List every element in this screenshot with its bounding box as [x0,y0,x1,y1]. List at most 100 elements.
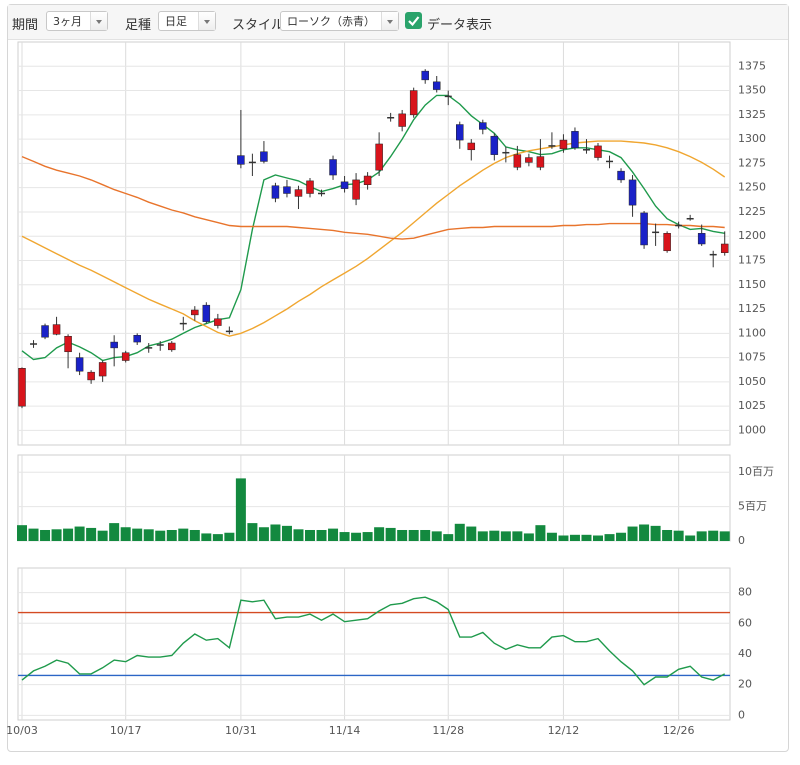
ma-line [21,155,725,240]
volume-bar [109,523,120,541]
data-display-label[interactable]: データ表示 [427,18,493,33]
candle-body [64,335,72,353]
candle-body [432,81,441,90]
volume-bar [374,527,385,541]
data-display-checkbox[interactable] [405,12,422,29]
volume-bar [120,527,131,541]
volume-bar [546,532,557,541]
volume-bar [270,524,281,541]
candle-body [467,142,476,151]
volume-bar [328,528,339,541]
candle-body [640,212,648,246]
volume-bar [281,525,292,541]
candle-body [479,122,487,130]
volume-bar [581,534,592,541]
toolbar: 期間 3ヶ月 足種 日足 スタイル ローソク（赤青） データ表示 [8,5,788,40]
candle-body [387,116,395,119]
volume-bar [466,526,477,541]
check-mark [408,16,420,27]
candle-body [168,342,176,351]
y-tick-label: 1125 [738,302,766,315]
candle-body [617,170,625,181]
style-label: スタイル [232,18,285,33]
candle-body [363,175,372,185]
ma-line [21,140,726,337]
y-tick-label: 1175 [738,253,766,266]
candle-body [720,243,729,253]
volume-bar [178,528,189,541]
candle-body [179,322,187,325]
period-select[interactable]: 3ヶ月 [46,11,108,31]
y-tick-label: 1250 [738,181,766,194]
y-tick-label: 80 [738,586,752,599]
candle-body [582,149,590,151]
candle-body [145,347,153,349]
candle-body [41,325,49,338]
volume-bar [408,529,419,541]
period-value: 3ヶ月 [53,15,82,28]
volume-bar [235,478,246,541]
candle-body [513,154,522,168]
x-tick-label: 10/31 [225,724,257,737]
candle-body [663,233,671,252]
candle-body [248,161,256,164]
volume-bar [339,532,350,541]
volume-bar [443,534,454,541]
panel-border [17,567,731,721]
candle-body [490,135,499,155]
candle-body [75,357,84,372]
candle-body [294,189,303,197]
y-tick-label: 5百万 [738,500,767,513]
x-tick-label: 11/14 [329,724,361,737]
volume-bar [650,525,661,541]
candle-body [156,344,164,346]
candle-body [52,324,61,335]
volume-bar [512,531,523,541]
volume-bar [258,527,269,541]
x-tick-label: 10/03 [6,724,38,737]
candle-body [318,192,326,195]
candle-body [502,151,510,154]
volume-bar [431,531,442,541]
bar-value: 日足 [165,15,187,28]
volume-bar [593,535,603,541]
style-select[interactable]: ローソク（赤青） [280,11,399,31]
y-tick-label: 1150 [738,278,766,291]
y-tick-label: 1075 [738,351,766,364]
candle-body [375,143,383,171]
candle-body [559,139,568,150]
candle-body [594,145,602,158]
candle-body [548,145,556,147]
candle-body [133,335,141,343]
candle-body [306,180,314,194]
candle-body [202,304,211,322]
ma-line [21,94,725,362]
candle-body [329,159,337,176]
candle-body [675,224,683,227]
candle-body [30,343,38,345]
volume-bar [40,529,51,541]
candle-body [214,318,222,326]
candle-body [571,131,579,149]
y-tick-label: 1300 [738,132,766,145]
volume-bar [719,531,730,541]
volume-bar [143,529,154,541]
candle-body [606,160,614,163]
volume-bar [293,529,304,541]
candle-body [87,371,95,381]
y-tick-label: 0 [738,708,745,721]
volume-bar [166,529,177,541]
y-tick-label: 1050 [738,375,766,388]
bar-select[interactable]: 日足 [158,11,216,31]
volume-bar [74,526,85,541]
ma-line [21,596,726,686]
volume-bar [397,529,408,541]
volume-bar [708,530,719,541]
volume-bar [63,528,74,541]
volume-bar [189,529,200,541]
volume-bar [316,529,327,541]
candle-body [686,217,694,220]
candle-body [237,155,245,165]
volume-bar [212,534,223,541]
bar-label: 足種 [125,18,152,33]
